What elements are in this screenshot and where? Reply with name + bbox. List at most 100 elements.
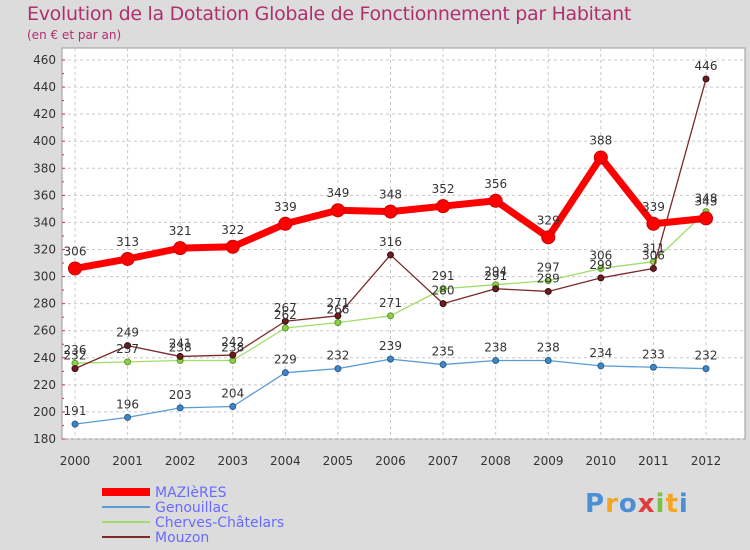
y-tick-label: 340 — [33, 215, 56, 229]
data-point-mouzon — [176, 352, 184, 360]
data-point-mazi-res — [646, 216, 661, 231]
data-point-mazi-res — [383, 204, 398, 219]
x-tick-label: 2000 — [60, 454, 91, 468]
y-tick-label: 240 — [33, 351, 56, 365]
data-label-cherves-ch-telars: 238 — [221, 340, 244, 354]
x-tick-label: 2009 — [533, 454, 564, 468]
data-label-genouillac: 238 — [537, 340, 560, 354]
logo-letter: P — [585, 489, 606, 519]
data-point-genouillac — [387, 355, 394, 363]
data-point-genouillac — [124, 413, 132, 421]
data-point-mouzon — [597, 274, 605, 282]
data-point-mazi-res — [225, 239, 240, 254]
proxiti-logo: Proxiti — [585, 489, 689, 519]
data-label-cherves-ch-telars: 291 — [432, 269, 455, 283]
x-tick-label: 2001 — [112, 454, 143, 468]
data-point-mouzon — [492, 285, 500, 293]
data-point-mouzon — [387, 251, 394, 259]
data-label-mazi-res: 343 — [695, 194, 718, 208]
y-tick-label: 200 — [33, 405, 56, 419]
data-label-mouzon: 242 — [221, 335, 244, 349]
data-label-cherves-ch-telars: 237 — [116, 342, 139, 356]
y-tick-label: 320 — [33, 243, 56, 257]
data-point-mazi-res — [278, 216, 293, 231]
data-point-genouillac — [597, 362, 605, 370]
data-label-cherves-ch-telars: 271 — [379, 296, 402, 310]
data-label-mazi-res: 322 — [221, 223, 244, 237]
data-label-mazi-res: 313 — [116, 235, 139, 249]
x-tick-label: 2003 — [217, 454, 248, 468]
data-label-genouillac: 204 — [221, 387, 244, 401]
logo-letter: i — [655, 489, 666, 519]
data-label-genouillac: 229 — [274, 353, 297, 367]
y-tick-label: 420 — [33, 107, 56, 121]
data-point-mouzon — [71, 365, 79, 373]
data-point-cherves-ch-telars — [387, 312, 394, 320]
legend-label-mouzon: Mouzon — [155, 530, 209, 546]
data-label-genouillac: 239 — [379, 339, 402, 353]
data-label-cherves-ch-telars: 262 — [274, 308, 297, 322]
x-tick-label: 2007 — [428, 454, 459, 468]
data-label-mazi-res: 348 — [379, 188, 402, 202]
data-label-mazi-res: 388 — [589, 133, 612, 147]
data-point-mazi-res — [173, 241, 188, 256]
data-label-mouzon: 232 — [64, 349, 87, 363]
data-label-genouillac: 196 — [116, 397, 139, 411]
x-tick-label: 2011 — [638, 454, 669, 468]
data-label-cherves-ch-telars: 266 — [326, 303, 349, 317]
data-point-mouzon — [281, 317, 289, 325]
data-label-genouillac: 191 — [64, 404, 87, 418]
data-point-mouzon — [439, 300, 447, 308]
data-label-cherves-ch-telars: 348 — [695, 192, 718, 206]
data-label-mazi-res: 339 — [274, 200, 297, 214]
logo-letter: r — [605, 489, 619, 519]
y-tick-label: 360 — [33, 188, 56, 202]
x-tick-label: 2008 — [480, 454, 511, 468]
data-label-mouzon: 446 — [695, 59, 718, 73]
data-label-mazi-res: 329 — [537, 213, 560, 227]
data-point-mazi-res — [436, 199, 451, 214]
data-point-cherves-ch-telars — [544, 277, 552, 285]
data-label-mazi-res: 339 — [642, 200, 665, 214]
data-label-mouzon: 271 — [326, 296, 349, 310]
data-point-genouillac — [281, 369, 289, 377]
data-point-mazi-res — [330, 203, 345, 218]
logo-letter: i — [678, 489, 689, 519]
logo-letter: t — [665, 489, 679, 519]
data-point-mazi-res — [488, 193, 503, 208]
data-label-cherves-ch-telars: 306 — [589, 248, 612, 262]
data-label-mouzon: 289 — [537, 271, 560, 285]
data-label-cherves-ch-telars: 297 — [537, 261, 560, 275]
data-point-genouillac — [176, 404, 184, 412]
y-tick-label: 440 — [33, 80, 56, 94]
legend-label-cherves-ch-telars: Cherves-Châtelars — [155, 515, 284, 531]
data-label-genouillac: 238 — [484, 340, 507, 354]
data-label-mazi-res: 352 — [432, 182, 455, 196]
data-label-mouzon: 267 — [274, 301, 297, 315]
x-tick-label: 2006 — [375, 454, 406, 468]
data-point-mouzon — [334, 312, 342, 320]
x-tick-label: 2004 — [270, 454, 301, 468]
data-point-genouillac — [544, 356, 552, 364]
data-label-cherves-ch-telars: 238 — [169, 340, 192, 354]
data-point-mazi-res — [593, 150, 608, 165]
data-point-cherves-ch-telars — [439, 285, 447, 293]
y-tick-label: 300 — [33, 270, 56, 284]
y-tick-label: 280 — [33, 297, 56, 311]
data-label-mouzon: 299 — [589, 258, 612, 272]
data-point-genouillac — [649, 363, 657, 371]
chart-subtitle: (en € et par an) — [27, 28, 122, 42]
data-point-mouzon — [229, 351, 237, 359]
data-point-mazi-res — [120, 251, 135, 266]
data-label-mouzon: 241 — [169, 336, 192, 350]
y-tick-label: 460 — [33, 53, 56, 67]
data-label-mouzon: 280 — [432, 284, 455, 298]
data-point-genouillac — [702, 365, 710, 373]
data-point-mazi-res — [699, 211, 713, 226]
data-point-mouzon — [544, 287, 552, 295]
logo-letter: x — [637, 489, 656, 519]
logo-letter: o — [618, 489, 638, 519]
x-tick-label: 2002 — [165, 454, 196, 468]
legend-label-mazi-res: MAZIèRES — [155, 485, 227, 501]
data-point-genouillac — [334, 365, 342, 373]
